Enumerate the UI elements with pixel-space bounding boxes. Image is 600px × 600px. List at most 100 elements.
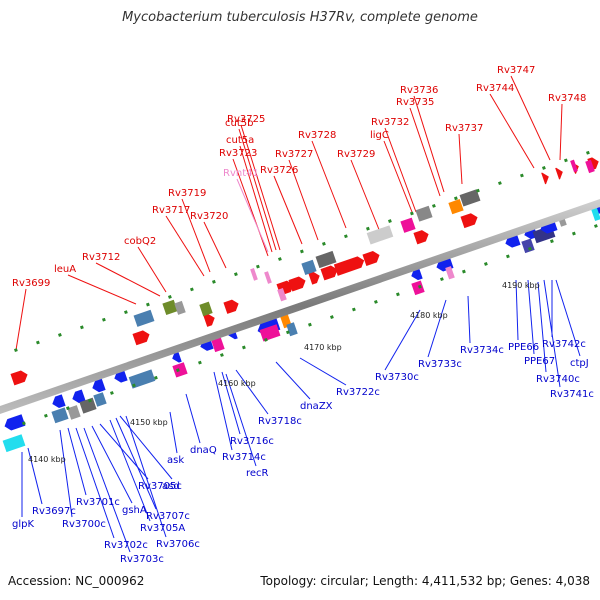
leader-line-top [510, 75, 551, 161]
leader-line-bottom [225, 373, 257, 467]
lane-dot-top [476, 188, 480, 193]
leader-line-top [67, 274, 137, 305]
gene-label-top: Rv3712 [82, 252, 120, 263]
gene-label-bottom: Rv3705A [140, 523, 185, 534]
lane-dot-top [123, 310, 128, 315]
gene-feature-top-6 [308, 271, 320, 285]
gene-label-bottom: Rv3707c [146, 511, 190, 522]
leader-line-bottom [213, 371, 233, 451]
gene-label-bottom: Rv3700c [62, 519, 106, 530]
leader-line-bottom [527, 279, 535, 355]
tick-dashes [14, 150, 598, 426]
gene-feature-bottom-6 [51, 407, 69, 424]
gene-label-top: Rv3720 [190, 211, 228, 222]
leader-line-top [273, 175, 303, 245]
gene-label-top: Rv3736 [400, 85, 438, 96]
gene-feature-top-20 [301, 259, 317, 276]
gene-feature-top-2 [203, 313, 215, 327]
gene-feature-top-1 [132, 330, 150, 346]
lane-dot-bottom [440, 277, 444, 282]
gene-label-bottom: gshA [122, 505, 147, 516]
gene-label-bottom: recR [246, 468, 269, 479]
leader-line-top [350, 159, 381, 233]
leader-line-bottom [67, 427, 87, 496]
lane-dot-top [498, 181, 502, 186]
leader-line-bottom [275, 361, 311, 400]
lane-dot-bottom [44, 413, 48, 418]
label-leader-lines [15, 75, 581, 553]
gene-feature-top-5 [288, 276, 306, 292]
gene-label-bottom: Rv3705c [138, 481, 182, 492]
lane-dot-bottom [286, 330, 290, 335]
gene-feature-top-30 [264, 271, 272, 284]
leader-line-bottom [91, 425, 133, 504]
lane-dot-top [278, 257, 282, 261]
gene-feature-top-22 [366, 225, 394, 245]
lane-dot-top [344, 234, 348, 239]
gene-label-bottom: Rv3702c [104, 540, 148, 551]
gene-label-top: leuA [54, 264, 76, 275]
leader-line-top [137, 246, 167, 293]
tick-label: 4190 kbp [502, 281, 540, 290]
gene-feature-top-3 [223, 299, 239, 314]
leader-line-top [15, 288, 27, 351]
gene-label-top: Rv3748 [548, 93, 586, 104]
leader-line-top [236, 178, 269, 253]
leader-line-bottom [427, 299, 447, 358]
leader-line-bottom [75, 427, 115, 539]
gene-label-bottom: Rv3742c [542, 339, 586, 350]
gene-label-top: ligC [370, 130, 389, 141]
gene-feature-top-10 [413, 230, 429, 245]
genome-backbone [0, 199, 600, 414]
leader-line-top [413, 95, 445, 193]
lane-dot-bottom [220, 353, 224, 357]
leader-line-top [165, 215, 205, 277]
gene-feature-top-11 [460, 213, 478, 229]
gene-label-bottom: Rv3706c [156, 539, 200, 550]
lane-dot-top [454, 196, 458, 201]
tick-labels: 4140 kbp 4150 kbp 4160 kbp 4170 kbp 4180 kbp… [28, 281, 540, 464]
gene-feature-top-21 [315, 250, 337, 269]
tick-label: 4150 kbp [130, 418, 168, 427]
gene-feature-top-17 [162, 299, 178, 315]
genome-summary-text: Topology: circular; Length: 4,411,532 bp… [260, 574, 590, 588]
lane-dot-top [520, 173, 524, 178]
lane-dot-bottom [417, 284, 422, 289]
gene-label-bottom: Rv3734c [460, 345, 504, 356]
gene-label-top: Rv3732 [371, 117, 409, 128]
gene-feature-top-24 [415, 205, 433, 222]
gene-feature-top-7 [320, 265, 338, 281]
lane-dot-bottom [65, 406, 70, 411]
gene-labels: Rv3699 leuA Rv3712 cobQ2 Rv3717 Rv3719 Rv3720 R… [12, 65, 594, 565]
lane-dot-bottom [88, 398, 92, 403]
lane-dot-top [366, 226, 370, 231]
gene-label-bottom: ask [167, 455, 184, 466]
gene-label-top: Rv3737 [445, 123, 483, 134]
tick-label: 4180 kbp [410, 311, 448, 320]
leader-line-bottom [109, 419, 151, 522]
gene-label-bottom: Rv3722c [336, 387, 380, 398]
gene-feature-top-23 [400, 217, 416, 233]
lane-dot-top [300, 249, 304, 254]
lane-dot-bottom [550, 239, 554, 244]
lane-dot-top [57, 333, 62, 337]
map-title: Mycobacterium tuberculosis H37Rv, comple… [122, 10, 478, 25]
gene-label-bottom: asd [162, 481, 180, 492]
gene-feature-bottom-4 [92, 378, 106, 393]
lane-dot-top [190, 287, 194, 292]
gene-feature-bottom-12 [172, 362, 188, 378]
tick-label: 4170 kbp [304, 343, 342, 352]
lane-dot-top [322, 241, 326, 246]
gene-feature-bottom-31 [591, 207, 600, 222]
gene-label-top: Rv3744 [476, 83, 514, 94]
lane-dot-bottom [506, 254, 510, 259]
lane-dot-bottom [462, 269, 466, 274]
lane-dot-bottom [22, 421, 26, 426]
gene-label-top: cut5b [225, 118, 253, 129]
gene-label-bottom: Rv3716c [230, 436, 274, 447]
lane-dot-bottom [198, 360, 202, 365]
leader-line-bottom [235, 369, 269, 415]
gene-label-bottom: PPE66 [508, 342, 539, 353]
leader-line-top [489, 93, 535, 169]
